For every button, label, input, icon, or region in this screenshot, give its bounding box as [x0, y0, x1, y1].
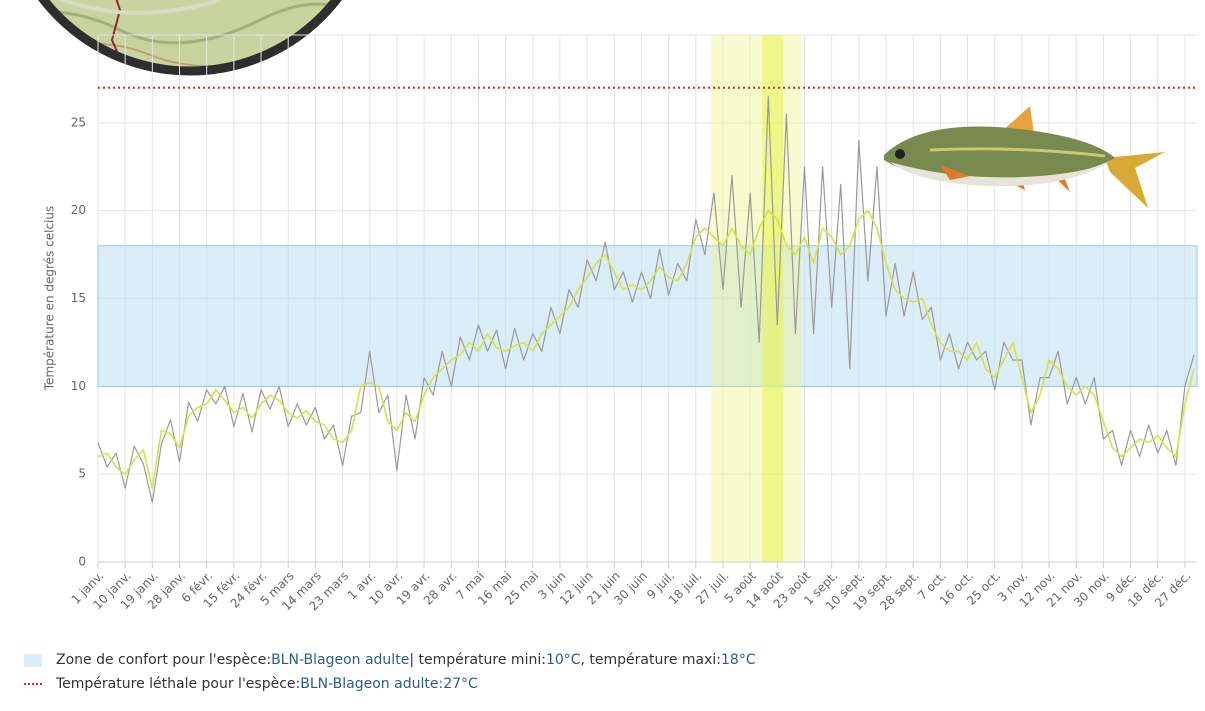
- y-tick-label: 25: [71, 115, 86, 129]
- y-tick-label: 20: [71, 203, 86, 217]
- series-line: [97, 209, 1195, 489]
- highlight-band: [762, 35, 784, 562]
- legend-text: , température maxi:: [580, 652, 721, 668]
- legend-value: 18°C: [721, 652, 756, 668]
- legend-comfort: Zone de confort pour l'espèce: BLN-Blage…: [24, 648, 756, 672]
- comfort-zone: [97, 245, 1198, 387]
- y-axis-title: Température en degrés celcius: [43, 206, 57, 391]
- y-tick-label: 0: [78, 555, 86, 569]
- legend-species: BLN-Blageon adulte: [300, 676, 439, 692]
- legend-text: | température mini:: [409, 652, 546, 668]
- y-tick-label: 15: [71, 291, 86, 305]
- fish-decoration: [884, 106, 1165, 208]
- legend-value: 27°C: [443, 676, 478, 692]
- legend-text: Température léthale pour l'espèce:: [56, 676, 301, 692]
- legend-swatch: [24, 683, 42, 685]
- y-tick-label: 10: [71, 379, 86, 393]
- legend-text: :: [438, 676, 444, 692]
- legend-text: Zone de confort pour l'espèce:: [56, 652, 272, 668]
- legend-swatch: [24, 653, 42, 667]
- legend: Zone de confort pour l'espèce: BLN-Blage…: [24, 648, 756, 696]
- legend-value: 10°C: [545, 652, 581, 668]
- map-decoration: [4, 0, 376, 76]
- y-tick-label: 5: [78, 467, 86, 481]
- legend-species: BLN-Blageon adulte: [271, 652, 410, 668]
- legend-lethal: Température léthale pour l'espèce: BLN-B…: [24, 672, 756, 696]
